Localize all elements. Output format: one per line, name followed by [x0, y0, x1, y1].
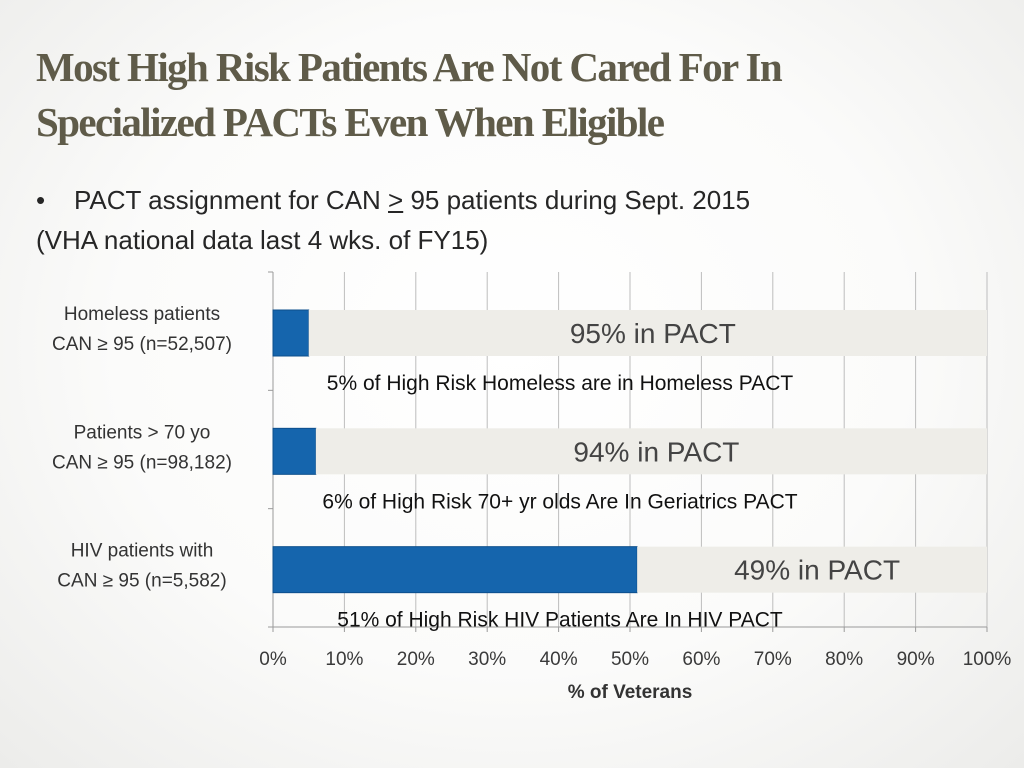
- category-label-line-2: CAN ≥ 95 (n=5,582): [57, 571, 226, 592]
- x-tick-label: 100%: [963, 649, 1012, 670]
- x-axis-title: % of Veterans: [568, 682, 693, 703]
- bar-pact: [315, 428, 988, 475]
- category-label-line-1: Homeless patients: [64, 304, 220, 325]
- slide-title: Most High Risk Patients Are Not Cared Fo…: [36, 40, 996, 150]
- x-tick-label: 0%: [259, 649, 287, 670]
- bullet-text-start: PACT assignment for CAN: [74, 185, 389, 215]
- x-tick-label: 40%: [540, 649, 578, 670]
- bullet-text-end: 95 patients during Sept. 2015: [403, 185, 751, 215]
- category-label-line-1: HIV patients with: [71, 541, 214, 562]
- title-line-2: Specialized PACTs Even When Eligible: [36, 99, 665, 145]
- bar-pact: [637, 546, 987, 593]
- bar-annotation: 51% of High Risk HIV Patients Are In HIV…: [337, 609, 783, 632]
- bar-data-label: 95% in PACT: [570, 318, 736, 349]
- title-line-1: Most High Risk Patients Are Not Cared Fo…: [36, 44, 783, 90]
- category-label-line-2: CAN ≥ 95 (n=52,507): [52, 334, 232, 355]
- x-tick-label: 50%: [611, 649, 649, 670]
- x-tick-label: 90%: [897, 649, 935, 670]
- x-tick-label: 80%: [825, 649, 863, 670]
- bar-annotation: 6% of High Risk 70+ yr olds Are In Geria…: [322, 490, 797, 513]
- x-tick-label: 70%: [754, 649, 792, 670]
- bar-specialized-pact: [272, 309, 310, 357]
- x-tick-label: 10%: [325, 649, 363, 670]
- x-tick-label: 20%: [397, 649, 435, 670]
- x-tick-label: 60%: [682, 649, 720, 670]
- bar-specialized-pact: [272, 427, 317, 475]
- bullet-line-2: (VHA national data last 4 wks. of FY15): [36, 225, 489, 255]
- category-label-line-1: Patients > 70 yo: [74, 422, 211, 443]
- bar-data-label: 94% in PACT: [573, 436, 739, 467]
- bullet-point: • PACT assignment for CAN > 95 patients d…: [36, 180, 996, 260]
- category-label-line-2: CAN ≥ 95 (n=98,182): [52, 452, 232, 473]
- x-tick-label: 30%: [468, 649, 506, 670]
- bar-data-label: 49% in PACT: [734, 555, 900, 586]
- bar-pact: [308, 310, 987, 356]
- bar-specialized-pact: [272, 546, 638, 594]
- bullet-ge-symbol: >: [388, 185, 404, 215]
- bar-annotation: 5% of High Risk Homeless are in Homeless…: [327, 372, 794, 395]
- bullet-dot-icon: •: [36, 185, 46, 215]
